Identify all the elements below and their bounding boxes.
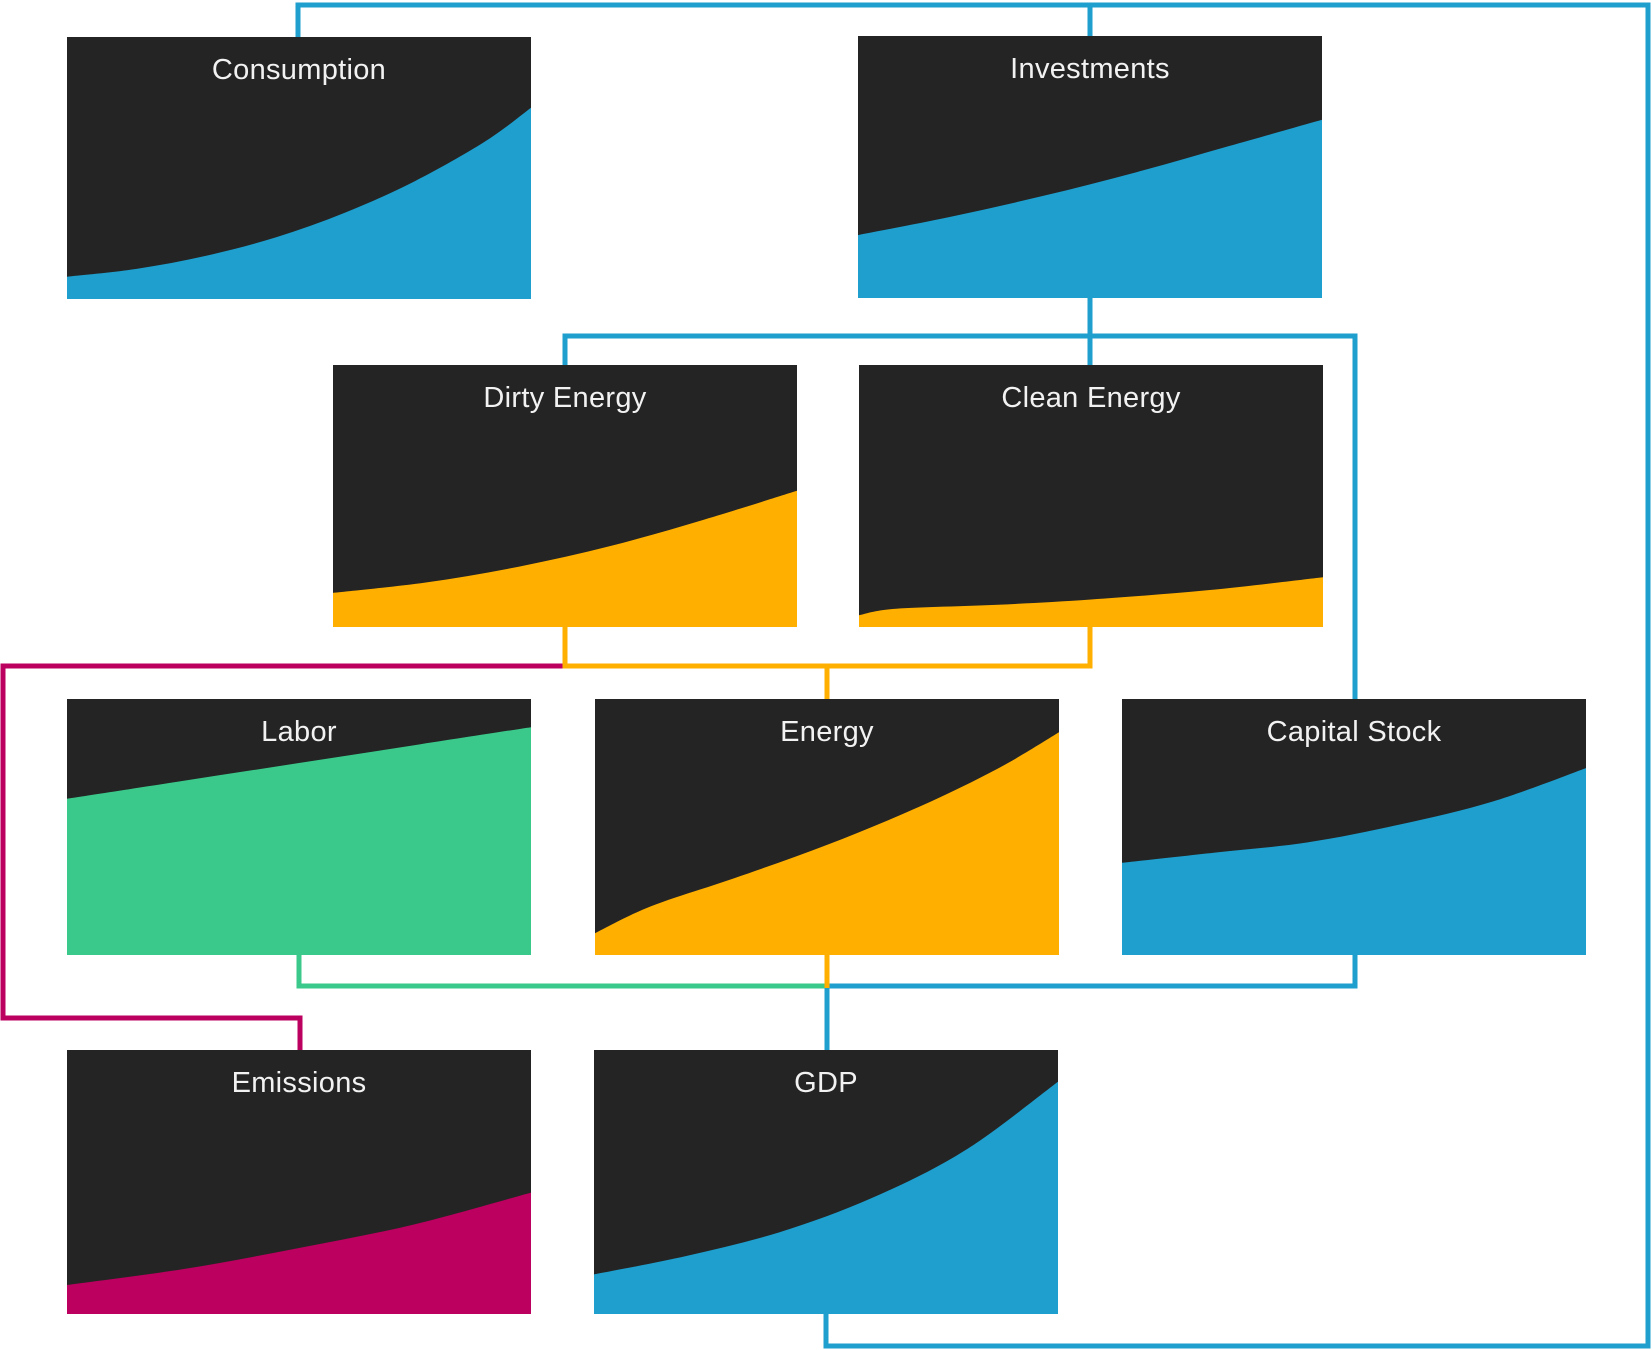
card-bg: [859, 365, 1323, 627]
card-title: GDP: [794, 1067, 858, 1099]
card-area-chart: [594, 1081, 1058, 1314]
card-consumption[interactable]: Consumption: [67, 37, 531, 299]
card-dirty_energy[interactable]: Dirty Energy: [333, 365, 797, 627]
card-labor[interactable]: Labor: [67, 699, 531, 955]
card-title: Clean Energy: [1001, 382, 1181, 414]
edge-investments-split: [562, 333, 1358, 699]
card-area-chart: [333, 490, 797, 627]
card-title: Emissions: [232, 1067, 367, 1099]
card-gdp[interactable]: GDP: [594, 1050, 1058, 1314]
card-investments[interactable]: Investments: [858, 36, 1322, 298]
card-title: Energy: [780, 716, 874, 748]
card-title: Dirty Energy: [483, 382, 646, 414]
card-area-chart: [595, 732, 1059, 955]
card-area-chart: [67, 727, 531, 955]
card-title: Investments: [1010, 53, 1170, 85]
card-clean_energy[interactable]: Clean Energy: [859, 365, 1323, 627]
edge-dirty-clean-join: [562, 627, 1093, 669]
card-area-chart: [67, 1192, 531, 1314]
card-area-chart: [1122, 768, 1586, 955]
edge-dirty-energy-to-emissions: [0, 663, 565, 1050]
card-capital_stock[interactable]: Capital Stock: [1122, 699, 1586, 955]
edge-gdp-feedback-loop: [295, 2, 1651, 1349]
card-title: Capital Stock: [1267, 716, 1442, 748]
card-title: Consumption: [212, 54, 386, 86]
card-area-chart: [67, 107, 531, 299]
card-title: Labor: [261, 716, 337, 748]
card-energy[interactable]: Energy: [595, 699, 1059, 955]
card-area-chart: [859, 577, 1323, 627]
edge-capital-stock-to-gdp: [824, 955, 1358, 1050]
card-area-chart: [858, 119, 1322, 298]
card-emissions[interactable]: Emissions: [67, 1050, 531, 1314]
edge-labor-to-gdp-junction: [296, 955, 827, 989]
